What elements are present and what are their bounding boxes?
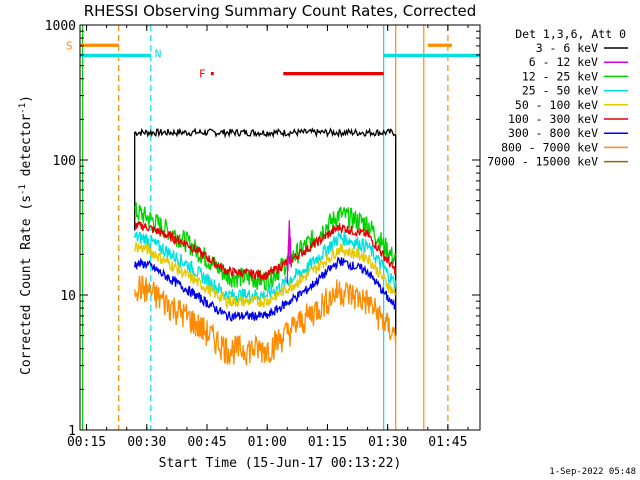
y-axis-ticks: 1 10 100 1000 (45, 19, 480, 439)
legend-header: Det 1,3,6, Att 0 (515, 27, 626, 41)
x-tick-label-5: 01:30 (368, 435, 407, 450)
legend-label-8: 7000 - 15000 keV (487, 155, 598, 169)
x-tick-label-4: 01:15 (308, 435, 347, 450)
y-tick-label-1: 10 (60, 289, 76, 304)
flag-bars: S N F (66, 39, 480, 81)
x-tick-label-2: 00:45 (187, 435, 226, 450)
legend-label-3: 25 - 50 keV (522, 84, 598, 98)
y-tick-label-0: 1 (68, 424, 76, 439)
legend-label-0: 3 - 6 keV (536, 41, 598, 55)
legend-label-2: 12 - 25 keV (522, 69, 598, 83)
plot-area: SNF 00:15 00:30 00:45 01:00 01:15 01:30 01:45 … (45, 19, 481, 450)
legend-label-5: 100 - 300 keV (508, 112, 598, 126)
legend-label-4: 50 - 100 keV (515, 98, 598, 112)
legend-label-1: 6 - 12 keV (529, 55, 598, 69)
flag-label-0: S (66, 39, 73, 52)
generation-timestamp: 1-Sep-2022 05:48 (549, 467, 636, 477)
series-line-6_12keV (286, 220, 292, 284)
y-tick-label-2: 100 (53, 154, 76, 169)
y-tick-label-3: 1000 (45, 19, 76, 34)
flag-label-1: N (155, 47, 162, 60)
legend-label-6: 300 - 800 keV (508, 126, 598, 140)
x-tick-label-0: 00:15 (67, 435, 106, 450)
plot-frame (79, 24, 481, 431)
x-tick-label-3: 01:00 (248, 435, 287, 450)
series-line-300_800keV (134, 256, 397, 322)
x-axis-label: Start Time (15-Jun-17 00:13:22) (159, 456, 402, 471)
series-line-3_6keV (134, 127, 397, 336)
series-line-100_300keV (134, 221, 397, 282)
flag-label-2: F (199, 68, 206, 81)
x-axis-ticks: 00:15 00:30 00:45 01:00 01:15 01:30 01:45 (67, 25, 469, 450)
x-tick-label-1: 00:30 (127, 435, 166, 450)
series-line-50_100keV (134, 241, 397, 310)
legend-label-7: 800 - 7000 keV (501, 140, 598, 154)
series-line-800_7000keV (134, 275, 397, 367)
chart-title: RHESSI Observing Summary Count Rates, Co… (84, 2, 477, 20)
series-lines (134, 127, 397, 367)
y-axis-label: Corrected Count Rate (s-1 detector-1) (18, 95, 34, 375)
x-tick-label-6: 01:45 (428, 435, 467, 450)
